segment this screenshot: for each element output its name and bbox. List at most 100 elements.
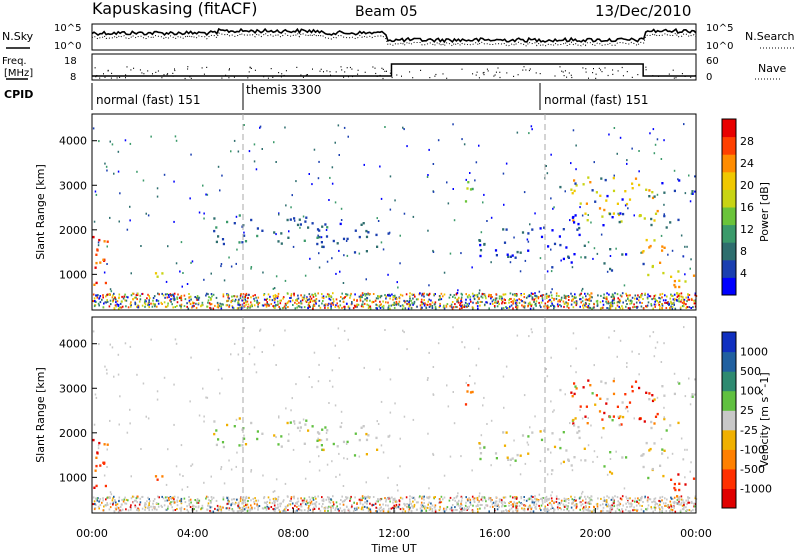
velocity-cell bbox=[594, 403, 597, 406]
y-tick-label: 2000 bbox=[59, 427, 87, 440]
velocity-cell bbox=[203, 415, 205, 418]
power-cell bbox=[390, 304, 393, 307]
power-cell bbox=[670, 294, 673, 297]
velocity-cell bbox=[144, 508, 146, 511]
velocity-cell bbox=[501, 510, 503, 513]
power-cell bbox=[602, 296, 605, 299]
nave-point bbox=[319, 70, 321, 72]
velocity-cell bbox=[343, 500, 345, 503]
power-cell bbox=[460, 252, 462, 255]
power-cell bbox=[239, 294, 242, 297]
velocity-cell bbox=[332, 501, 335, 504]
velocity-cell bbox=[221, 441, 225, 444]
velocity-cell bbox=[408, 505, 410, 508]
power-cell bbox=[273, 301, 276, 304]
power-cell bbox=[469, 188, 473, 191]
power-cell bbox=[644, 292, 646, 295]
velocity-cell bbox=[528, 335, 530, 338]
velocity-cell bbox=[292, 507, 294, 509]
power-cell bbox=[508, 301, 510, 304]
power-cell bbox=[356, 299, 358, 302]
velocity-cell bbox=[186, 508, 188, 511]
nave-series bbox=[94, 66, 696, 80]
power-cell bbox=[442, 295, 444, 298]
power-cell bbox=[156, 187, 159, 190]
power-cell bbox=[372, 301, 375, 303]
power-cell bbox=[514, 302, 517, 305]
velocity-cell bbox=[638, 386, 641, 390]
power-cell bbox=[687, 293, 689, 296]
power-cell bbox=[263, 294, 265, 297]
power-cell bbox=[495, 293, 497, 296]
power-cell bbox=[406, 303, 409, 306]
velocity-cell bbox=[183, 497, 186, 500]
nave-point bbox=[357, 69, 359, 71]
power-cell bbox=[534, 294, 536, 297]
power-cell bbox=[245, 303, 247, 306]
power-cell bbox=[638, 150, 640, 152]
velocity-cell bbox=[322, 498, 325, 501]
power-cell bbox=[432, 163, 435, 165]
velocity-cell bbox=[509, 501, 511, 503]
power-cell bbox=[244, 298, 246, 301]
power-cell bbox=[489, 294, 491, 296]
velocity-cell bbox=[677, 381, 679, 384]
power-cell bbox=[512, 293, 514, 296]
velocity-cell bbox=[690, 510, 692, 512]
power-cell bbox=[625, 253, 628, 256]
velocity-cell bbox=[210, 510, 212, 513]
power-cell bbox=[456, 300, 458, 303]
power-cell bbox=[210, 307, 212, 310]
power-cell bbox=[197, 302, 200, 305]
power-cell bbox=[129, 303, 132, 306]
power-cell bbox=[267, 293, 270, 296]
velocity-cell bbox=[694, 393, 696, 396]
velocity-cell bbox=[294, 510, 297, 513]
velocity-cell bbox=[547, 503, 549, 506]
velocity-cell bbox=[147, 496, 149, 499]
power-cell bbox=[341, 292, 343, 295]
velocity-cell bbox=[531, 331, 533, 334]
power-cell bbox=[584, 292, 586, 295]
velocity-cell bbox=[461, 496, 463, 499]
velocity-cell bbox=[329, 501, 332, 504]
power-cell bbox=[364, 298, 366, 301]
nave-point bbox=[506, 72, 508, 74]
power-cell bbox=[584, 304, 586, 307]
power-cell bbox=[210, 293, 213, 295]
velocity-cell bbox=[288, 503, 290, 506]
power-cell bbox=[258, 302, 261, 304]
velocity-cell bbox=[503, 496, 505, 499]
nave-point bbox=[622, 75, 624, 77]
power-cell bbox=[294, 307, 297, 310]
velocity-cell bbox=[390, 507, 393, 510]
y-tick-label: 1000 bbox=[59, 268, 87, 281]
nave-point bbox=[621, 66, 623, 69]
velocity-cell bbox=[311, 386, 313, 389]
velocity-cell bbox=[567, 506, 569, 509]
velocity-cell bbox=[683, 501, 686, 504]
velocity-cell bbox=[124, 502, 126, 505]
power-cell bbox=[429, 303, 432, 306]
power-cell bbox=[219, 302, 221, 305]
power-cell bbox=[664, 301, 666, 304]
power-cell bbox=[256, 300, 258, 303]
velocity-cell bbox=[591, 499, 593, 502]
velocity-cell bbox=[663, 394, 666, 397]
velocity-cell bbox=[182, 475, 184, 477]
velocity-cell bbox=[222, 445, 225, 449]
power-cell bbox=[535, 300, 538, 303]
nave-point bbox=[384, 70, 386, 72]
power-cell bbox=[661, 245, 664, 248]
power-cell bbox=[530, 125, 533, 128]
power-cell bbox=[688, 306, 691, 309]
power-cell bbox=[654, 305, 656, 308]
power-cell bbox=[591, 296, 593, 299]
velocity-cell bbox=[498, 498, 501, 501]
velocity-cell bbox=[513, 501, 515, 504]
colorbar-swatch bbox=[722, 390, 736, 411]
power-cell bbox=[156, 305, 158, 308]
velocity-cell bbox=[376, 448, 379, 451]
velocity-cell bbox=[600, 436, 603, 439]
colorbar-tick-label: 20 bbox=[740, 179, 754, 192]
